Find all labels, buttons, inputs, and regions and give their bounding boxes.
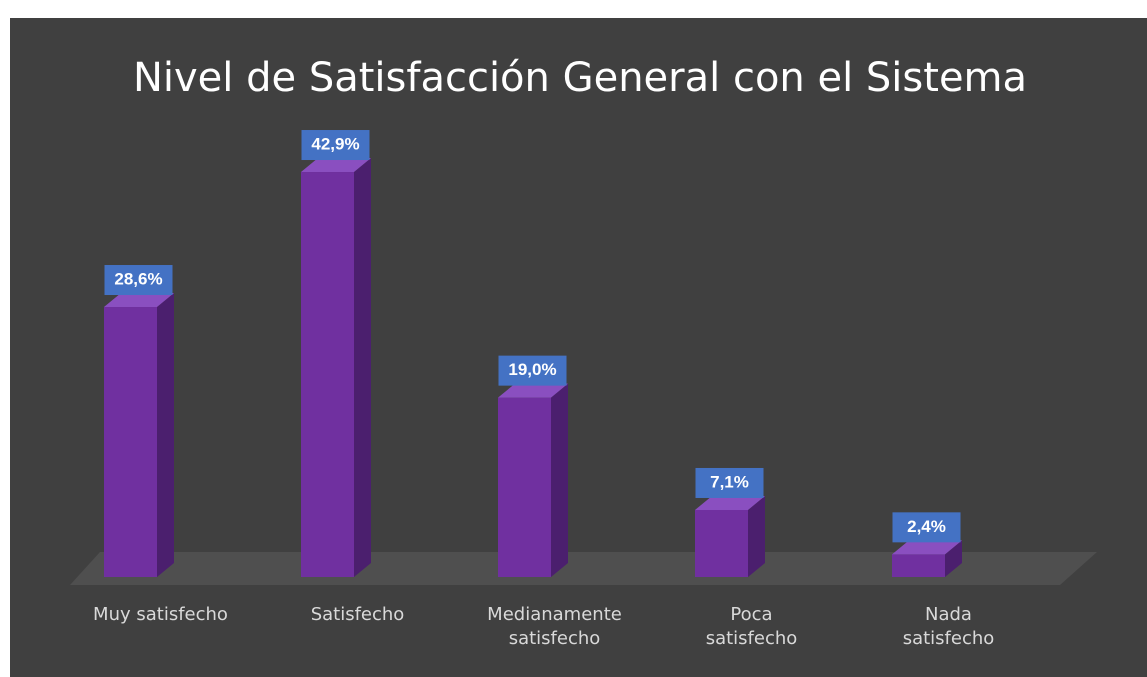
x-tick-label-box: Poca satisfecho (705, 604, 798, 649)
chart-title: Nivel de Satisfacción General con el Sis… (133, 55, 1027, 101)
x-tick-label-box: Satisfecho (310, 604, 405, 625)
bar-top (301, 158, 371, 173)
x-tick-label-box: Nada satisfecho (902, 604, 995, 649)
bar-front (892, 554, 945, 577)
bar (498, 383, 568, 577)
bar (104, 293, 174, 577)
bar-side (551, 383, 568, 577)
x-tick-label: Muy satisfecho (93, 604, 228, 625)
bar (695, 495, 765, 577)
bar-side (748, 495, 765, 577)
data-label-box (301, 130, 370, 161)
data-label-box (104, 265, 173, 296)
bar-front (104, 307, 157, 577)
data-label: 2,4% (907, 517, 946, 536)
bar-front (498, 397, 551, 577)
bar-front (695, 509, 748, 577)
bar-top (498, 383, 568, 398)
x-tick-label: Satisfecho (310, 604, 405, 625)
x-tick-label: Poca satisfecho (705, 604, 798, 649)
data-label-box (695, 467, 764, 498)
x-tick-label: Nada satisfecho (902, 604, 995, 649)
data-label: 28,6% (114, 270, 162, 289)
bar-side (354, 158, 371, 578)
bar-top (104, 293, 174, 308)
bar (892, 540, 962, 577)
x-tick-label-box: Muy satisfecho (93, 604, 228, 625)
x-tick-label: Medianamente satisfecho (487, 604, 622, 649)
data-label: 19,0% (508, 360, 556, 379)
data-label-box (498, 355, 567, 386)
bar-side (157, 293, 174, 577)
x-tick-label-box: Medianamente satisfecho (487, 604, 622, 649)
bar-front (301, 172, 354, 578)
bar-top (892, 540, 962, 555)
bar (301, 158, 371, 578)
data-label: 42,9% (311, 135, 359, 154)
data-label: 7,1% (710, 472, 749, 491)
data-label-box (892, 512, 961, 543)
bar-top (695, 495, 765, 510)
bar-side (945, 540, 962, 577)
